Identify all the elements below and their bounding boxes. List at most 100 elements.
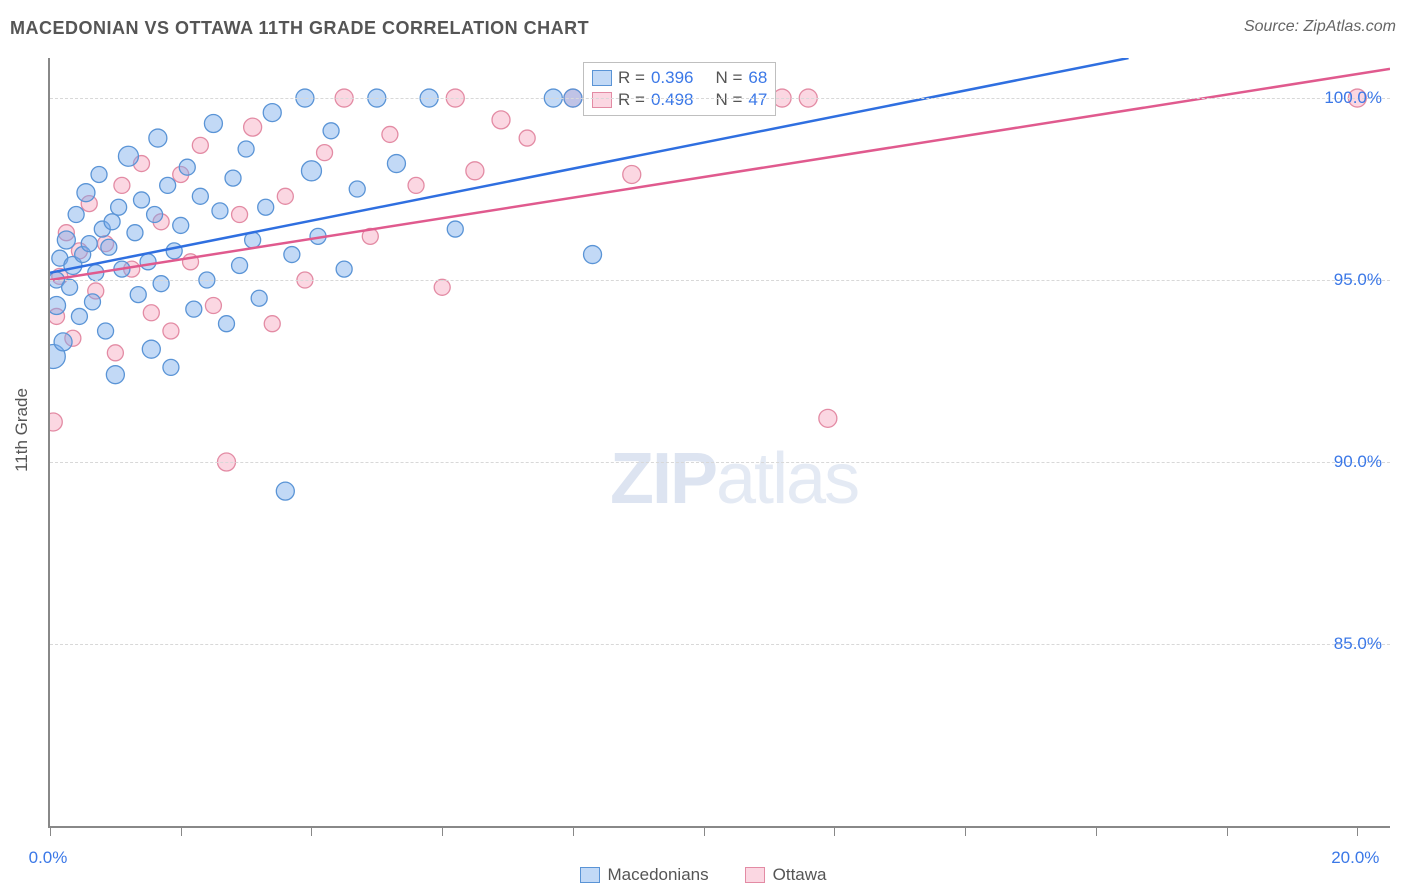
scatter-point-ottawa: [434, 279, 450, 295]
x-tick: [50, 826, 51, 836]
scatter-point-macedonians: [179, 159, 195, 175]
legend-row: R = 0.498 N = 47: [592, 89, 767, 111]
scatter-point-macedonians: [584, 246, 602, 264]
legend-swatch: [580, 867, 600, 883]
y-tick-label: 100.0%: [1324, 88, 1382, 108]
x-tick: [965, 826, 966, 836]
scatter-point-ottawa: [50, 413, 62, 431]
scatter-point-macedonians: [71, 308, 87, 324]
scatter-point-macedonians: [186, 301, 202, 317]
scatter-point-macedonians: [238, 141, 254, 157]
scatter-point-macedonians: [91, 166, 107, 182]
x-tick-label-right: 20.0%: [1331, 848, 1379, 868]
scatter-point-macedonians: [447, 221, 463, 237]
scatter-point-macedonians: [140, 254, 156, 270]
series-legend: Macedonians Ottawa: [0, 865, 1406, 888]
gridline: [50, 98, 1390, 99]
scatter-point-macedonians: [276, 482, 294, 500]
legend-swatch: [592, 92, 612, 108]
scatter-point-macedonians: [204, 115, 222, 133]
legend-row: R = 0.396 N = 68: [592, 67, 767, 89]
scatter-point-macedonians: [349, 181, 365, 197]
scatter-point-macedonians: [336, 261, 352, 277]
scatter-point-macedonians: [68, 207, 84, 223]
gridline: [50, 280, 1390, 281]
scatter-point-macedonians: [258, 199, 274, 215]
x-tick: [1357, 826, 1358, 836]
scatter-point-macedonians: [212, 203, 228, 219]
scatter-point-ottawa: [192, 137, 208, 153]
gridline: [50, 462, 1390, 463]
scatter-point-macedonians: [106, 366, 124, 384]
scatter-point-macedonians: [160, 177, 176, 193]
scatter-point-macedonians: [142, 340, 160, 358]
scatter-point-macedonians: [232, 257, 248, 273]
scatter-point-ottawa: [107, 345, 123, 361]
scatter-point-macedonians: [81, 236, 97, 252]
scatter-point-macedonians: [84, 294, 100, 310]
scatter-point-macedonians: [147, 207, 163, 223]
scatter-point-macedonians: [101, 239, 117, 255]
y-axis-label: 11th Grade: [12, 388, 32, 472]
scatter-point-ottawa: [623, 165, 641, 183]
scatter-point-macedonians: [263, 104, 281, 122]
y-tick-label: 95.0%: [1334, 270, 1382, 290]
x-tick: [704, 826, 705, 836]
scatter-point-macedonians: [301, 161, 321, 181]
scatter-point-macedonians: [77, 184, 95, 202]
legend-r-label: R =: [618, 89, 645, 111]
legend-n-value: 47: [748, 89, 767, 111]
scatter-point-ottawa: [205, 298, 221, 314]
legend-n-label: N =: [715, 67, 742, 89]
scatter-point-ottawa: [382, 126, 398, 142]
scatter-point-macedonians: [104, 214, 120, 230]
scatter-point-ottawa: [277, 188, 293, 204]
scatter-point-macedonians: [153, 276, 169, 292]
legend-swatch: [592, 70, 612, 86]
scatter-point-macedonians: [149, 129, 167, 147]
scatter-point-ottawa: [819, 409, 837, 427]
scatter-point-ottawa: [519, 130, 535, 146]
scatter-point-ottawa: [163, 323, 179, 339]
y-tick-label: 85.0%: [1334, 634, 1382, 654]
scatter-point-macedonians: [111, 199, 127, 215]
legend-label: Ottawa: [773, 865, 827, 885]
scatter-point-macedonians: [134, 192, 150, 208]
scatter-point-macedonians: [57, 231, 75, 249]
legend-n-label: N =: [715, 89, 742, 111]
scatter-point-ottawa: [408, 177, 424, 193]
y-tick-label: 90.0%: [1334, 452, 1382, 472]
legend-label: Macedonians: [608, 865, 709, 885]
scatter-point-macedonians: [50, 297, 66, 315]
correlation-legend: R = 0.396 N = 68 R = 0.498 N = 47: [583, 62, 776, 116]
scatter-point-macedonians: [62, 279, 78, 295]
source-label: Source: ZipAtlas.com: [1244, 18, 1396, 36]
scatter-point-macedonians: [192, 188, 208, 204]
scatter-point-ottawa: [492, 111, 510, 129]
scatter-point-macedonians: [163, 359, 179, 375]
chart-svg: [50, 58, 1390, 826]
legend-swatch: [745, 867, 765, 883]
scatter-point-ottawa: [143, 305, 159, 321]
x-tick: [834, 826, 835, 836]
scatter-point-ottawa: [232, 207, 248, 223]
legend-item: Macedonians: [580, 865, 709, 885]
chart-title: MACEDONIAN VS OTTAWA 11TH GRADE CORRELAT…: [10, 18, 589, 38]
gridline: [50, 644, 1390, 645]
x-tick: [1227, 826, 1228, 836]
scatter-point-macedonians: [173, 217, 189, 233]
x-tick-label-left: 0.0%: [29, 848, 68, 868]
scatter-point-macedonians: [127, 225, 143, 241]
legend-r-value: 0.396: [651, 67, 694, 89]
legend-n-value: 68: [748, 67, 767, 89]
legend-r-label: R =: [618, 67, 645, 89]
x-tick: [181, 826, 182, 836]
scatter-point-ottawa: [466, 162, 484, 180]
scatter-point-macedonians: [166, 243, 182, 259]
scatter-point-macedonians: [54, 333, 72, 351]
legend-r-value: 0.498: [651, 89, 694, 111]
x-tick: [573, 826, 574, 836]
scatter-point-ottawa: [317, 145, 333, 161]
scatter-point-macedonians: [387, 155, 405, 173]
scatter-point-macedonians: [225, 170, 241, 186]
